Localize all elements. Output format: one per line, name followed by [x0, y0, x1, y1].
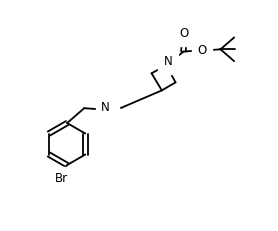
Text: O: O — [197, 44, 206, 57]
Text: Br: Br — [55, 172, 68, 185]
Text: O: O — [179, 27, 188, 40]
Text: N: N — [164, 55, 173, 68]
Text: N: N — [101, 101, 110, 115]
Text: H: H — [105, 102, 113, 115]
